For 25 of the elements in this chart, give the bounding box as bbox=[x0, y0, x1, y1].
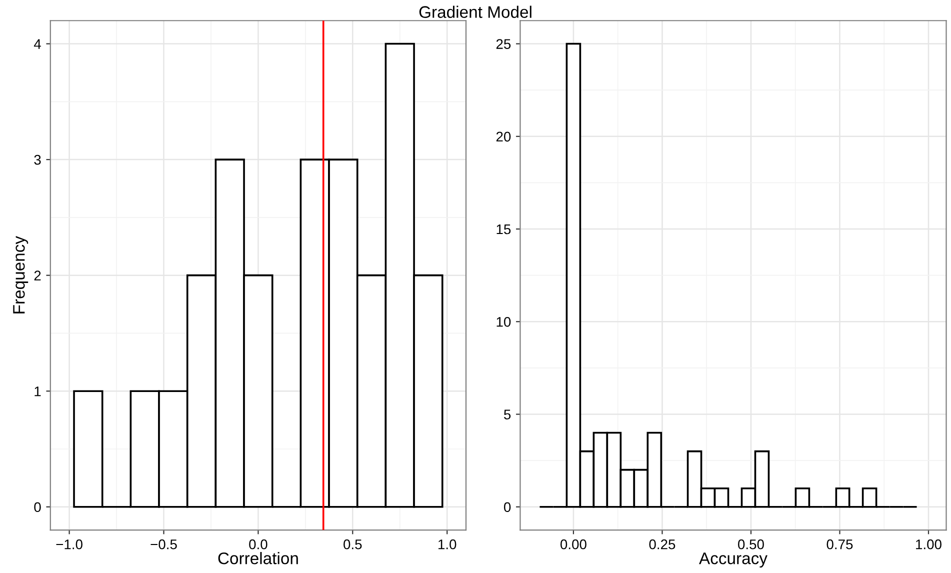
x-tick-label: 0.0 bbox=[249, 539, 268, 550]
y-tick-label: 0 bbox=[34, 502, 41, 512]
x-tick-label: 0.25 bbox=[649, 539, 676, 550]
y-tick-label: 15 bbox=[496, 224, 511, 234]
y-tick-label: 10 bbox=[496, 316, 511, 327]
x-tick-label: −0.5 bbox=[150, 539, 177, 550]
x-axis-title: Accuracy bbox=[698, 552, 768, 568]
x-tick-label: 0.50 bbox=[738, 539, 764, 550]
x-tick-label: 1.0 bbox=[438, 539, 456, 550]
y-tick-label: 25 bbox=[496, 39, 511, 49]
x-axis-title: Correlation bbox=[218, 552, 298, 564]
x-tick-label: −1.0 bbox=[56, 539, 82, 550]
x-tick-label: 0.75 bbox=[826, 539, 853, 550]
y-tick-label: 20 bbox=[496, 132, 511, 142]
y-tick-label: 3 bbox=[34, 154, 41, 165]
x-tick-label: 1.00 bbox=[916, 539, 942, 550]
chart-title: Gradient Model bbox=[419, 6, 532, 18]
y-tick-label: 0 bbox=[504, 502, 511, 512]
y-tick-label: 4 bbox=[34, 39, 41, 49]
y-tick-label: 2 bbox=[34, 270, 41, 280]
x-tick-label: 0.5 bbox=[344, 539, 362, 550]
y-tick-label: 5 bbox=[504, 410, 511, 420]
y-axis-title: Frequency bbox=[13, 236, 28, 314]
x-tick-label: 0.00 bbox=[560, 539, 586, 550]
y-tick-label: 1 bbox=[34, 386, 41, 396]
